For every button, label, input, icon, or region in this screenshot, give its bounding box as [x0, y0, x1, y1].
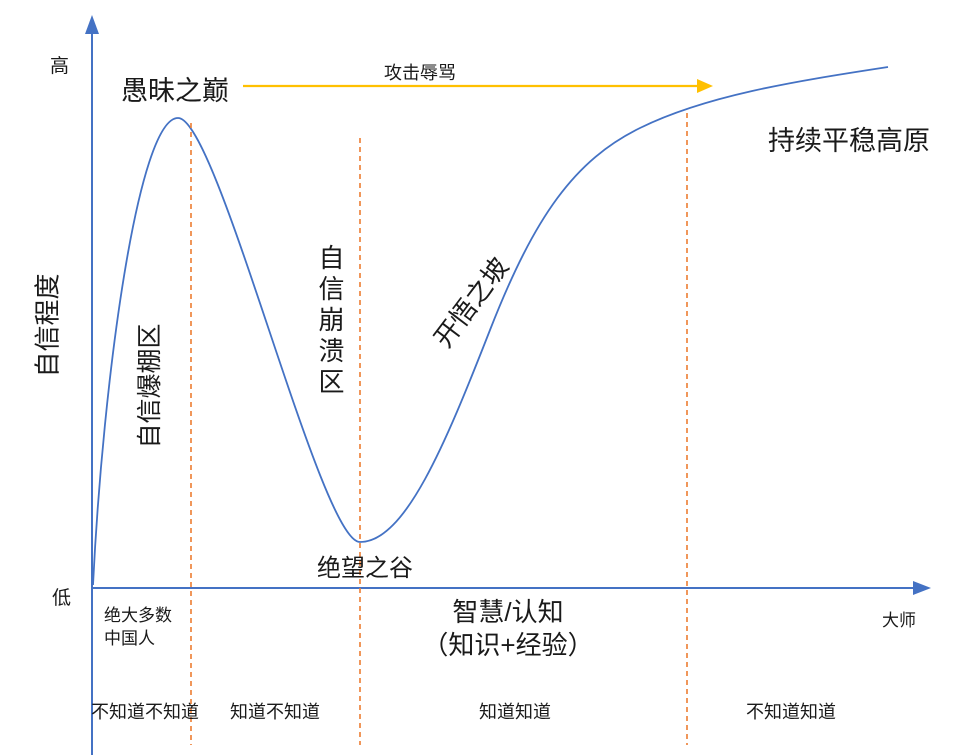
x-axis-title: 智慧/认知 （知识+经验）	[358, 596, 658, 662]
stage-label-1: 不知道不知道	[91, 702, 199, 722]
x-axis-arrowhead-icon	[913, 581, 931, 595]
stage-label-3: 知道知道	[479, 702, 551, 722]
confidence-curve	[92, 66, 889, 586]
y-axis-low-label: 低	[52, 588, 72, 609]
plateau-label: 持续平稳高原	[768, 126, 930, 156]
origin-note-line2: 中国人	[104, 629, 155, 648]
y-axis-title: 自信程度	[32, 273, 63, 378]
valley-label: 绝望之谷	[317, 555, 413, 582]
origin-note: 绝大多数 中国人	[104, 604, 172, 650]
x-axis-end-label: 大师	[882, 611, 916, 630]
x-axis-title-line1: 智慧/认知	[452, 597, 564, 627]
peak-label: 愚昧之巅	[121, 76, 229, 106]
overconfidence-zone-label: 自信爆棚区	[136, 323, 164, 449]
collapse-zone-label: 自信崩溃区	[315, 244, 345, 399]
x-axis-title-line2: （知识+经验）	[422, 630, 594, 660]
origin-note-line1: 绝大多数	[104, 606, 172, 625]
stage-label-2: 知道不知道	[230, 702, 320, 722]
attack-label: 攻击辱骂	[384, 63, 456, 83]
y-axis-high-label: 高	[50, 56, 70, 77]
attack-arrow-head-icon	[697, 79, 713, 93]
stage-label-4: 不知道知道	[746, 702, 836, 722]
y-axis-arrowhead-icon	[85, 15, 99, 34]
